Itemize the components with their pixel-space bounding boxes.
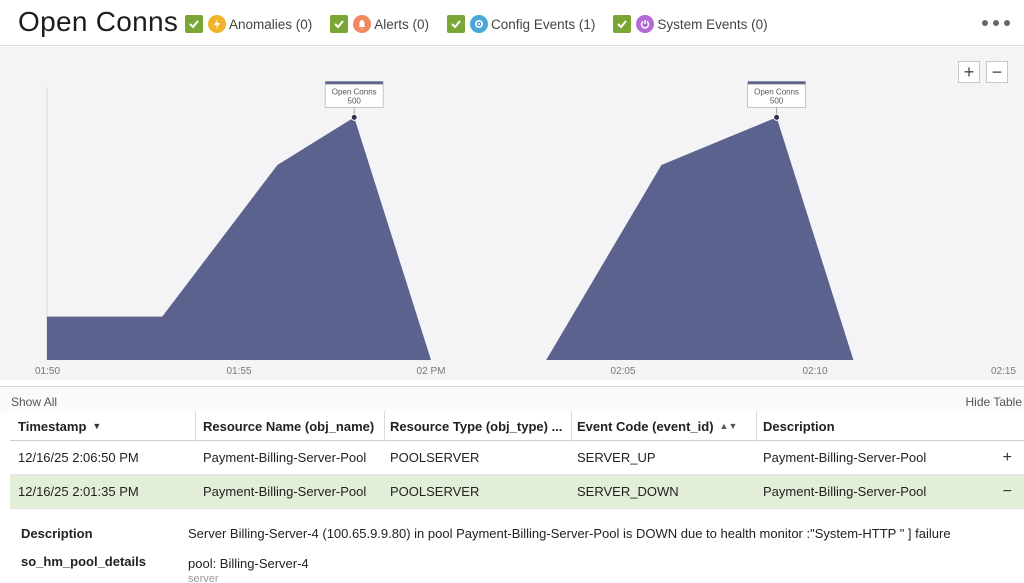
cell-resource-type: POOLSERVER <box>390 450 480 465</box>
detail-description-label: Description <box>21 526 93 541</box>
cell-resource-name: Payment-Billing-Server-Pool <box>203 450 367 465</box>
events-table: Timestamp ▼ Resource Name (obj_name) Reso… <box>10 411 1024 509</box>
more-options-icon[interactable] <box>982 14 1010 32</box>
x-axis-tick-label: 01:50 <box>35 366 60 377</box>
header-bar: Open Conns Anomalies (0) Alerts (0) Conf… <box>0 0 1024 46</box>
cell-description: Payment-Billing-Server-Pool <box>763 484 927 499</box>
cell-resource-name: Payment-Billing-Server-Pool <box>203 484 367 499</box>
filter-alerts[interactable]: Alerts (0) <box>330 15 429 33</box>
x-axis-tick-label: 02:10 <box>802 366 827 377</box>
detail-more-text: server <box>188 573 219 583</box>
filter-label: Anomalies (0) <box>229 16 313 32</box>
show-all-link[interactable]: Show All <box>11 395 58 409</box>
table-toolbar: Show All Hide Table <box>0 386 1024 412</box>
zoom-in-button[interactable]: + <box>958 61 980 83</box>
lightning-icon <box>208 15 226 33</box>
sort-desc-icon[interactable]: ▼ <box>92 421 102 431</box>
filter-label: System Events (0) <box>657 16 768 32</box>
column-header-resource-type[interactable]: Resource Type (obj_type) ... <box>390 411 572 441</box>
filter-label: Config Events (1) <box>491 16 596 32</box>
row-details-panel: Description Server Billing-Server-4 (100… <box>10 515 1024 583</box>
tooltip-title: Open Conns <box>332 87 377 96</box>
chart-area-series <box>47 117 1007 360</box>
x-axis-tick-label: 01:55 <box>226 366 251 377</box>
cell-timestamp: 12/16/25 2:01:35 PM <box>18 484 139 499</box>
detail-pool-details-value: pool: Billing-Server-4 <box>188 556 309 571</box>
collapse-row-icon[interactable]: − <box>1002 482 1012 500</box>
column-header-timestamp[interactable]: Timestamp ▼ <box>18 411 196 441</box>
checkbox-checked-icon[interactable] <box>185 15 203 33</box>
x-axis-tick-label: 02:15 <box>991 366 1016 377</box>
filter-config-events[interactable]: Config Events (1) <box>447 15 595 33</box>
event-filters: Anomalies (0) Alerts (0) Config Events (… <box>185 13 786 35</box>
filter-label: Alerts (0) <box>374 16 430 32</box>
filter-anomalies[interactable]: Anomalies (0) <box>185 15 312 33</box>
cell-timestamp: 12/16/25 2:06:50 PM <box>18 450 139 465</box>
table-row[interactable]: 12/16/25 2:06:50 PM Payment-Billing-Serv… <box>10 441 1024 475</box>
x-axis-tick-label: 02:05 <box>610 366 635 377</box>
gear-icon <box>470 15 489 33</box>
column-header-resource-name[interactable]: Resource Name (obj_name) <box>203 411 385 441</box>
detail-description-value: Server Billing-Server-4 (100.65.9.9.80) … <box>188 526 951 541</box>
hide-table-link[interactable]: Hide Table <box>965 395 1022 409</box>
column-header-description[interactable]: Description <box>763 418 835 434</box>
filter-system-events[interactable]: System Events (0) <box>613 15 768 33</box>
cell-description: Payment-Billing-Server-Pool <box>763 450 927 465</box>
expand-row-icon[interactable]: + <box>1002 448 1012 466</box>
detail-pool-details-label: so_hm_pool_details <box>21 554 146 569</box>
column-header-event-code[interactable]: Event Code (event_id) ▲▼ <box>577 411 757 441</box>
tooltip-value: 500 <box>348 96 362 105</box>
tooltip-title: Open Conns <box>754 87 799 96</box>
table-row-selected[interactable]: 12/16/25 2:01:35 PM Payment-Billing-Serv… <box>10 475 1024 509</box>
tooltip-value: 500 <box>770 96 784 105</box>
checkbox-checked-icon[interactable] <box>330 15 349 33</box>
checkbox-checked-icon[interactable] <box>613 15 632 33</box>
cell-resource-type: POOLSERVER <box>390 484 480 499</box>
cell-event-code: SERVER_DOWN <box>577 484 679 499</box>
checkbox-checked-icon[interactable] <box>447 15 466 33</box>
chart-data-point <box>350 113 358 121</box>
table-header-row: Timestamp ▼ Resource Name (obj_name) Reso… <box>10 411 1024 441</box>
page-title: Open Conns <box>18 6 179 37</box>
bell-icon <box>353 15 372 33</box>
x-axis-tick-label: 02 PM <box>417 366 446 377</box>
zoom-out-button[interactable]: − <box>986 61 1008 83</box>
power-icon <box>636 15 655 33</box>
sort-toggle-icon[interactable]: ▲▼ <box>719 421 738 431</box>
chart-data-point <box>773 113 781 121</box>
cell-event-code: SERVER_UP <box>577 450 656 465</box>
